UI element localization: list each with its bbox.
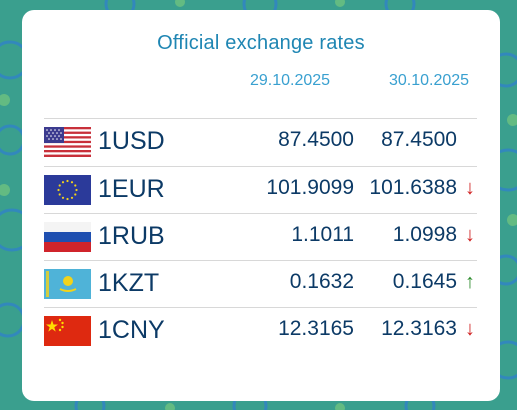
rate-current-cell: 1.0998 ↓ <box>337 223 477 247</box>
arrow-down-icon: ↓ <box>465 318 475 340</box>
rate-row-cny: 1CNY 12.3165 12.3163 ↓ <box>44 307 477 355</box>
rate-previous: 0.1632 <box>289 270 354 293</box>
rate-current: 87.4500 <box>381 128 457 151</box>
cn-flag-icon <box>44 316 91 346</box>
us-flag-icon <box>44 127 91 157</box>
currency-code: 1KZT <box>98 269 160 297</box>
rate-row-eur: 1EUR 101.9099 101.6388 ↓ <box>44 166 477 214</box>
date-previous: 29.10.2025 <box>250 72 331 89</box>
ru-flag-icon <box>44 222 91 252</box>
rate-row-usd: 1USD 87.4500 87.4500 <box>44 118 477 166</box>
rate-current-cell: 0.1645 ↑ <box>337 270 477 294</box>
currency-code: 1CNY <box>98 316 165 344</box>
rate-current: 101.6388 <box>369 176 457 199</box>
rate-current-cell: 101.6388 ↓ <box>337 176 477 200</box>
rate-current-cell: 87.4500 <box>337 128 477 152</box>
kz-flag-icon <box>44 269 91 299</box>
eu-flag-icon <box>44 175 91 205</box>
date-current: 30.10.2025 <box>389 72 470 89</box>
rate-current: 0.1645 <box>392 270 457 293</box>
exchange-rates-card: Official exchange rates 29.10.2025 30.10… <box>22 10 500 401</box>
rate-previous: 12.3165 <box>278 317 354 340</box>
rate-row-rub: 1RUB 1.1011 1.0998 ↓ <box>44 213 477 261</box>
rate-current: 1.0998 <box>392 223 457 246</box>
arrow-down-icon: ↓ <box>465 177 475 199</box>
currency-code: 1EUR <box>98 175 165 203</box>
card-title: Official exchange rates <box>157 32 365 54</box>
rate-previous: 101.9099 <box>266 176 354 199</box>
arrow-down-icon: ↓ <box>465 224 475 246</box>
currency-code: 1USD <box>98 127 165 155</box>
rate-previous: 87.4500 <box>278 128 354 151</box>
rate-row-kzt: 1KZT 0.1632 0.1645 ↑ <box>44 260 477 308</box>
arrow-up-icon: ↑ <box>465 271 475 293</box>
currency-code: 1RUB <box>98 222 165 250</box>
rate-current: 12.3163 <box>381 317 457 340</box>
rate-previous: 1.1011 <box>291 223 354 246</box>
rate-current-cell: 12.3163 ↓ <box>337 317 477 341</box>
